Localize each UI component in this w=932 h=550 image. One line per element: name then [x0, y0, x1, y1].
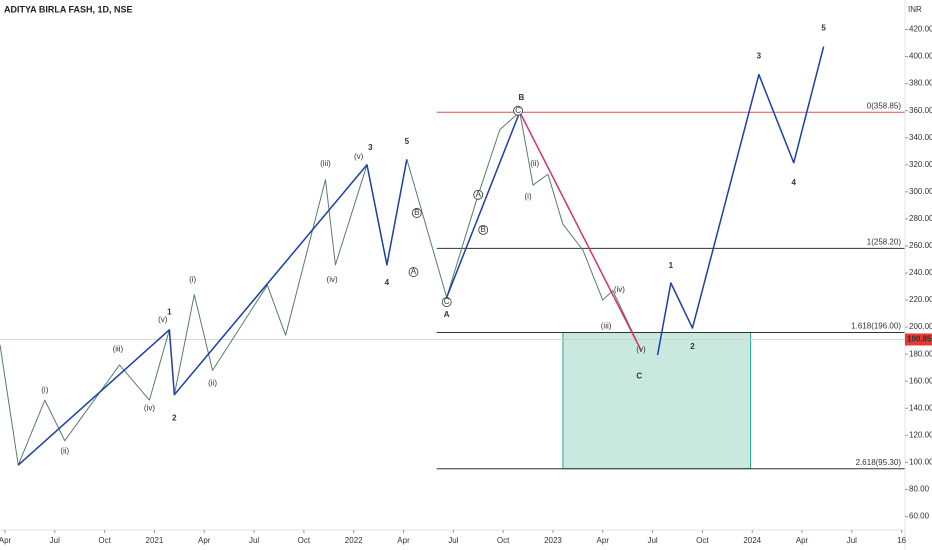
x-tick-label: Apr [597, 536, 610, 545]
series-line [656, 46, 825, 356]
wave-label: (iv) [614, 285, 625, 294]
wave-label: (iii) [113, 344, 124, 353]
y-tick-label: 120.00 [909, 430, 932, 439]
wave-label: 4 [385, 278, 390, 287]
wave-label: 4 [792, 178, 797, 187]
y-tick-label: 180.00 [909, 349, 932, 358]
x-tick-label: Apr [0, 536, 12, 545]
y-tick-label: 240.00 [909, 268, 932, 277]
wave-label: (v) [636, 345, 646, 354]
x-tick-label: Jul [847, 536, 857, 545]
x-tick-label: Jul [50, 536, 60, 545]
wave-label: (iv) [327, 275, 338, 284]
wave-label: 3 [757, 52, 762, 61]
fib-label: 2.618(95.30) [856, 458, 902, 467]
x-tick-label: Oct [98, 536, 111, 545]
x-tick-label: Jul [249, 536, 259, 545]
y-tick-label: 340.00 [909, 133, 932, 142]
series-line [0, 111, 637, 466]
x-tick-label: Jul [647, 536, 657, 545]
y-tick-label: 420.00 [909, 25, 932, 34]
wave-label: B [481, 225, 486, 234]
last-price-tag [905, 333, 932, 346]
x-tick-label: 16 [897, 536, 906, 545]
plot-area: 0(358.85) 1(258.20) 1.618(196.00) 2.618(95.… [0, 24, 905, 470]
annotation-circle [441, 297, 452, 307]
y-tick-label: 200.00 [909, 322, 932, 331]
y-tick-label: 60.00 [909, 512, 930, 521]
last-price-label: 190.85 [907, 335, 932, 344]
wave-label: (v) [158, 315, 168, 324]
y-tick-label: 320.00 [909, 160, 932, 169]
wave-label: C [444, 297, 450, 306]
target-zone [562, 332, 752, 470]
wave-label: (i) [189, 275, 196, 284]
fib-label: 1(258.20) [867, 237, 902, 246]
wave-label: (ii) [60, 447, 69, 456]
y-tick-label: 220.00 [909, 295, 932, 304]
wave-label: (i) [41, 385, 48, 394]
x-tick-label: 2023 [544, 536, 562, 545]
wave-label: (iii) [320, 159, 331, 168]
x-tick-label: Apr [198, 536, 211, 545]
y-tick-label: 260.00 [909, 241, 932, 250]
wave-label: A [476, 190, 482, 199]
wave-label: 2 [172, 413, 177, 422]
y-tick-label: 400.00 [909, 52, 932, 61]
fib-label: 0(358.85) [867, 101, 902, 110]
x-tick-label: 2022 [345, 536, 363, 545]
annotation-circle [513, 105, 523, 116]
wave-label: 3 [368, 143, 373, 152]
y-tick-label: 160.00 [909, 376, 932, 385]
annotation-circle [408, 267, 419, 277]
wave-label: A [444, 310, 450, 319]
wave-label: (iii) [601, 321, 612, 330]
x-tick-label: Jul [448, 536, 458, 545]
wave-label: 5 [821, 24, 826, 33]
x-tick-label: Apr [796, 536, 809, 545]
y-tick-label: 100.00 [909, 457, 932, 466]
wave-label: 1 [669, 261, 674, 270]
series-line [17, 159, 408, 466]
y-tick-label: 360.00 [909, 106, 932, 115]
wave-label: B [519, 93, 525, 102]
wave-label: (iv) [144, 403, 155, 412]
annotation-circle [478, 224, 489, 235]
wave-label: 1 [167, 307, 172, 316]
y-unit: INR [908, 5, 922, 14]
y-tick-label: 280.00 [909, 214, 932, 223]
wave-label: (ii) [530, 159, 539, 168]
wave-label: A [411, 267, 417, 276]
fib-label: 1.618(196.00) [851, 322, 901, 331]
x-tick-label: 2024 [743, 536, 761, 545]
wave-label: 5 [405, 137, 410, 146]
x-tick-label: Oct [696, 536, 709, 545]
wave-label: (ii) [208, 378, 217, 387]
wave-label: C [636, 371, 642, 380]
chart-title: ADITYA BIRLA FASH, 1D, NSE [4, 4, 133, 14]
y-tick-label: 300.00 [909, 187, 932, 196]
wave-label: C [515, 106, 521, 115]
series-line [445, 111, 521, 298]
y-tick-label: 80.00 [909, 485, 930, 494]
annotation-circle [411, 208, 422, 218]
x-tick-label: Apr [397, 536, 410, 545]
x-tick-label: Oct [298, 536, 311, 545]
wave-label: 2 [690, 342, 695, 351]
wave-label: (v) [354, 152, 364, 161]
wave-label: B [414, 208, 419, 217]
y-tick-label: 380.00 [909, 79, 932, 88]
wave-label: (i) [525, 192, 532, 201]
series-line [519, 111, 642, 351]
x-tick-label: 2021 [146, 536, 164, 545]
y-tick-label: 140.00 [909, 403, 932, 412]
annotation-circle [473, 189, 484, 200]
x-tick-label: Oct [497, 536, 510, 545]
